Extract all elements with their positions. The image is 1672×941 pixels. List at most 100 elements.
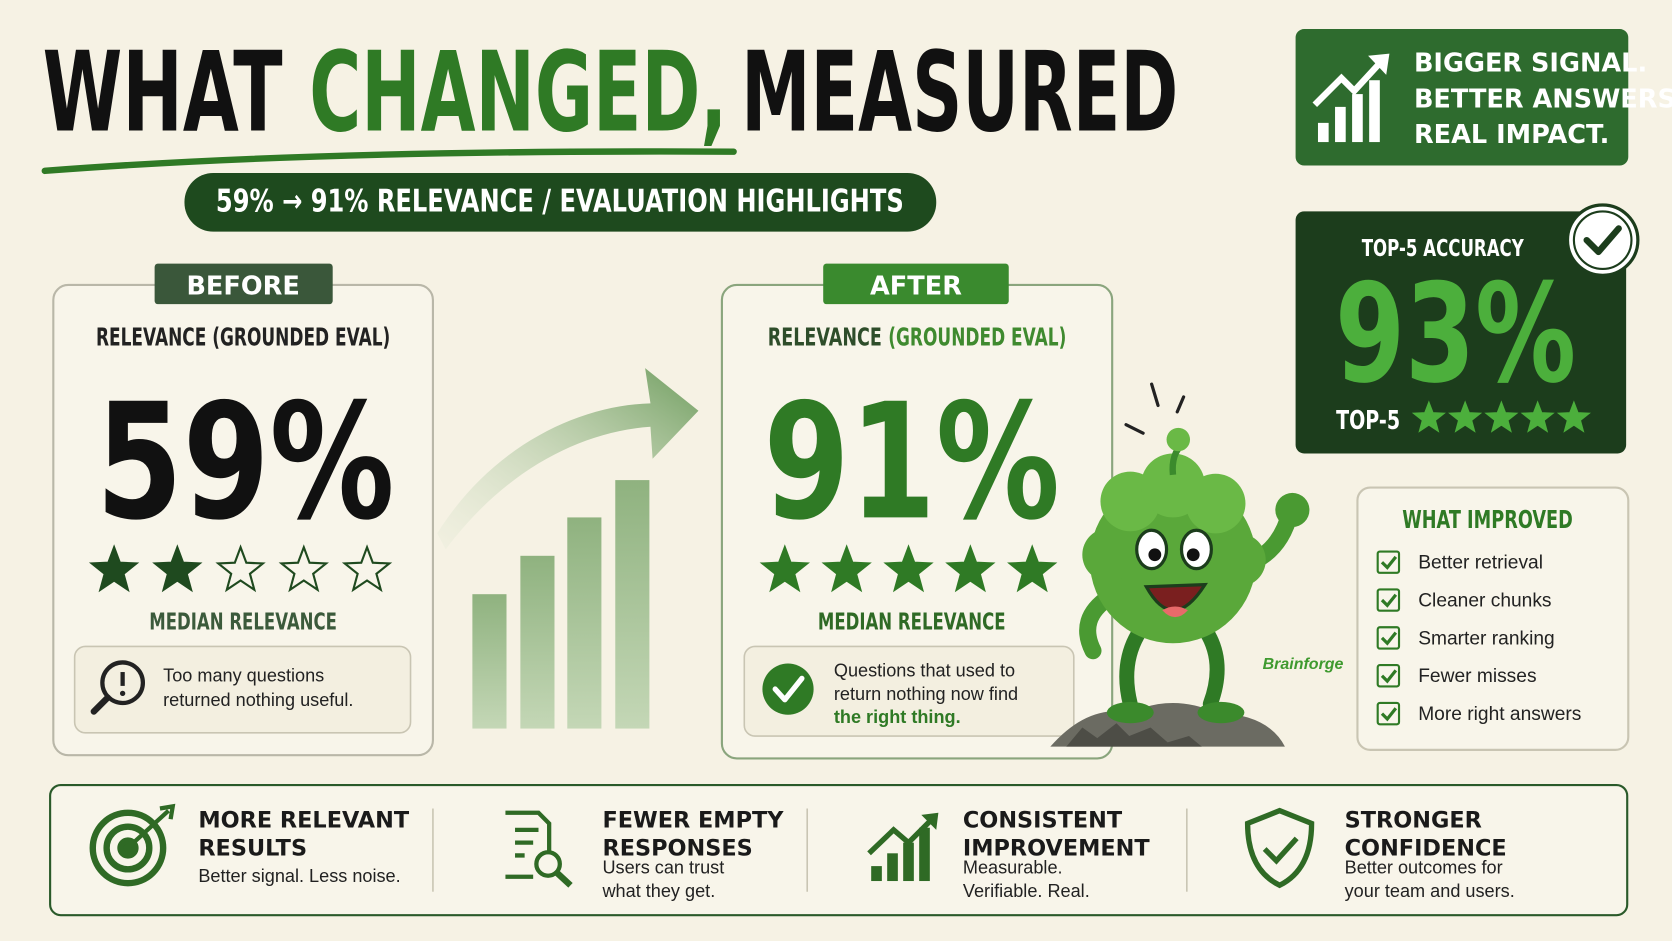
tagline-line: REAL IMPACT. <box>1414 120 1609 150</box>
benefit-title: CONSISTENT <box>963 808 1123 834</box>
star-filled <box>152 544 203 593</box>
checkbox-tick <box>1380 593 1398 608</box>
benefit-text: what they get. <box>601 881 715 901</box>
subtitle: 59% → 91% RELEVANCE / EVALUATION HIGHLIG… <box>216 183 904 219</box>
benefit-text: Verifiable. Real. <box>963 881 1090 901</box>
checkbox <box>1376 664 1401 688</box>
caption: MEDIAN RELEVANCE <box>149 607 337 635</box>
growth-chart-icon <box>867 812 939 882</box>
note-line: returned nothing useful. <box>163 690 353 710</box>
benefit-text: Better signal. Less noise. <box>198 866 400 886</box>
note-box <box>743 645 1075 737</box>
star-filled <box>945 544 996 593</box>
mascot <box>1050 382 1310 747</box>
star-rating <box>1411 400 1591 433</box>
benefit-text: Measurable. <box>963 858 1063 878</box>
note-line: Too many questions <box>163 666 324 686</box>
caption: MEDIAN RELEVANCE <box>818 607 1006 635</box>
benefit-title: RESULTS <box>198 835 307 861</box>
note-highlight: the right thing. <box>834 707 961 727</box>
star-rating <box>759 544 1058 593</box>
growth-arrow <box>437 368 699 550</box>
decorative-bars <box>472 480 650 729</box>
improved-card <box>1356 486 1630 751</box>
checkbox <box>1376 626 1401 650</box>
improved-item: More right answers <box>1418 704 1581 725</box>
metric-label: RELEVANCE <box>768 323 882 352</box>
benefit-title: FEWER EMPTY <box>602 808 784 834</box>
improved-item: Fewer misses <box>1418 666 1536 687</box>
title-underline <box>41 148 737 175</box>
badge-text: AFTER <box>870 272 962 302</box>
improved-title: WHAT IMPROVED <box>1402 505 1573 534</box>
benefit-text: your team and users. <box>1345 881 1515 901</box>
benefit-text: Better outcomes for <box>1345 858 1503 878</box>
checkbox <box>1376 588 1401 612</box>
star-empty <box>278 544 329 593</box>
star-filled <box>821 544 872 593</box>
mascot-label: Brainforge <box>1263 656 1344 673</box>
checkbox-tick <box>1380 631 1398 646</box>
benefit-title: RESPONSES <box>602 835 752 861</box>
benefit-title: IMPROVEMENT <box>963 835 1151 861</box>
check-badge-ring <box>1572 210 1633 271</box>
checkbox-tick <box>1380 555 1398 570</box>
checkbox <box>1376 550 1401 574</box>
check-mark <box>772 675 805 703</box>
checkbox-tick <box>1380 669 1398 684</box>
improved-list: Better retrieval Cleaner chunks Smarter ra… <box>1376 550 1581 726</box>
metric-label-highlight: (GROUNDED EVAL) <box>888 323 1066 352</box>
badge-text: BEFORE <box>186 272 299 302</box>
target-icon <box>89 803 176 887</box>
star-filled <box>1484 400 1519 433</box>
top5-value: 93% <box>1335 255 1576 414</box>
star-filled <box>1448 400 1483 433</box>
check-mark <box>1583 225 1622 256</box>
benefit-text: Users can trust <box>602 858 724 878</box>
checkbox <box>1376 701 1401 726</box>
improved-item: Cleaner chunks <box>1418 590 1551 611</box>
metric-value: 59% <box>96 369 395 555</box>
star-filled <box>883 544 934 593</box>
star-filled <box>1556 400 1591 433</box>
benefits-strip <box>49 784 1629 917</box>
note-box <box>73 645 412 734</box>
shield-icon <box>1244 807 1315 889</box>
metric-label: RELEVANCE (GROUNDED EVAL) <box>96 323 390 352</box>
search-alert-icon <box>90 660 146 715</box>
star-filled <box>1007 544 1058 593</box>
note-line: Questions that used to <box>834 660 1015 680</box>
star-empty <box>215 544 266 593</box>
tagline: BIGGER SIGNAL. BETTER ANSWERS. REAL IMPACT… <box>1414 49 1672 150</box>
checkbox-tick <box>1380 707 1398 722</box>
benefit-title: MORE RELEVANT <box>198 808 409 834</box>
dividers <box>432 808 1188 892</box>
title-part: MEASURED <box>741 28 1178 157</box>
badge <box>823 263 1009 305</box>
benefit-title: CONFIDENCE <box>1345 835 1507 861</box>
tagline-line: BIGGER SIGNAL. <box>1414 49 1647 79</box>
top5-footer: TOP-5 <box>1336 406 1400 436</box>
improved-item: Smarter ranking <box>1418 628 1555 649</box>
improved-item: Better retrieval <box>1418 553 1543 574</box>
note: Too many questions returned nothing usefu… <box>163 666 353 711</box>
star-filled <box>759 544 810 593</box>
star-filled <box>88 544 140 593</box>
star-filled <box>1411 400 1446 433</box>
top5-box <box>1295 211 1627 454</box>
metric-value: 91% <box>763 369 1059 555</box>
note-line: return nothing now find <box>834 684 1018 704</box>
subtitle-pill <box>184 172 937 232</box>
growth-icon <box>1312 53 1390 143</box>
star-empty <box>341 544 393 593</box>
title-highlight: CHANGED, <box>309 28 727 157</box>
tagline-line: BETTER ANSWERS. <box>1414 84 1672 114</box>
benefit-title: STRONGER <box>1345 808 1482 834</box>
check-icon <box>762 663 814 715</box>
star-filled <box>1520 400 1555 433</box>
check-badge <box>1565 203 1640 277</box>
top5-label: TOP-5 ACCURACY <box>1362 234 1525 262</box>
document-search-icon <box>505 810 573 888</box>
